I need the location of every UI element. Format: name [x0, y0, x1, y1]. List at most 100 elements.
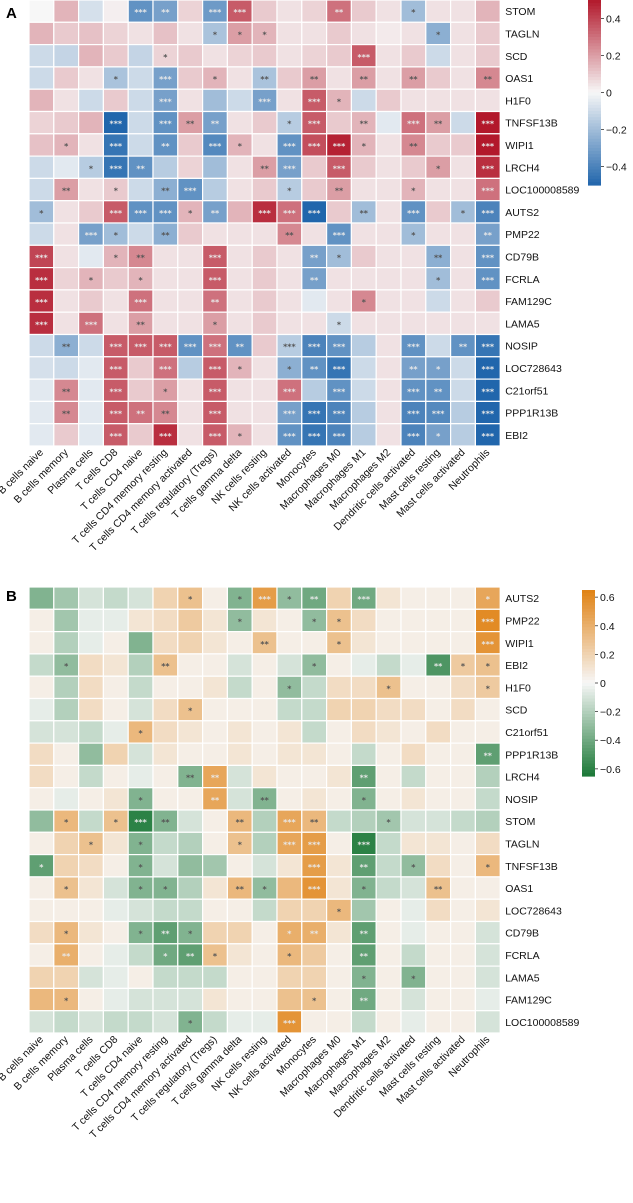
heatmap-cell [202, 965, 229, 989]
significance-mark: * [486, 863, 491, 872]
colorbar-tick-label: −0.2 [600, 707, 621, 719]
heatmap-cell [28, 21, 55, 46]
heatmap-cell [375, 423, 402, 447]
heatmap-cell [400, 289, 427, 313]
heatmap-cell [53, 0, 80, 23]
colorbar-segment [582, 754, 595, 758]
heatmap-cell [425, 853, 452, 878]
heatmap-cell [276, 697, 303, 722]
heatmap-cell [350, 222, 377, 246]
colorbar-segment [588, 175, 601, 180]
heatmap-cell [202, 586, 229, 610]
significance-mark: *** [209, 432, 222, 441]
heatmap-cell [53, 831, 80, 856]
heatmap-cell [425, 43, 452, 68]
significance-mark: * [39, 863, 44, 872]
colorbar-segment [588, 77, 601, 81]
colorbar-segment [582, 686, 595, 690]
heatmap-cell [301, 0, 328, 23]
heatmap-cell [301, 311, 328, 336]
heatmap-cell [375, 987, 402, 1012]
significance-mark: ** [186, 774, 195, 783]
significance-mark: *** [85, 320, 98, 329]
colorbar-segment [582, 633, 595, 638]
significance-mark: ** [459, 343, 468, 352]
heatmap-cell [127, 608, 154, 633]
colorbar-segment [582, 670, 595, 675]
heatmap-cell [450, 630, 477, 655]
colorbar-segment [582, 741, 595, 746]
colorbar-segment [582, 667, 595, 672]
heatmap-cell [226, 311, 253, 336]
row-label: LRCH4 [505, 162, 540, 174]
significance-mark: ** [62, 343, 71, 352]
colorbar-segment [582, 714, 595, 718]
heatmap-cell [450, 742, 477, 766]
significance-mark: * [387, 684, 392, 693]
significance-mark: *** [110, 120, 123, 129]
significance-mark: * [114, 253, 119, 262]
heatmap-cell [177, 898, 204, 923]
heatmap-cell [450, 697, 477, 722]
significance-mark: *** [482, 142, 495, 151]
heatmap-cell [350, 675, 377, 700]
heatmap-cell [425, 608, 452, 633]
heatmap-cell [251, 809, 278, 833]
heatmap-cell [350, 378, 377, 403]
heatmap-cell [450, 21, 477, 46]
heatmap-cell [77, 987, 104, 1012]
heatmap-cell [425, 630, 452, 655]
significance-mark: *** [482, 617, 495, 626]
colorbar-segment [582, 760, 595, 765]
significance-mark: ** [161, 662, 170, 671]
heatmap-cell [425, 1010, 452, 1034]
heatmap-cell [425, 675, 452, 700]
heatmap-cell [425, 720, 452, 744]
heatmap-cell [301, 675, 328, 700]
significance-mark: * [139, 276, 144, 285]
significance-mark: * [163, 952, 168, 961]
significance-mark: * [312, 617, 317, 626]
significance-mark: * [139, 729, 144, 738]
colorbar-segment [588, 98, 601, 103]
heatmap-cell [474, 787, 501, 811]
heatmap-cell [350, 720, 377, 744]
heatmap-cell [400, 898, 427, 923]
significance-mark: *** [110, 387, 123, 396]
heatmap-cell [326, 742, 353, 766]
heatmap-cell [102, 787, 129, 811]
row-label: CD79B [505, 251, 539, 263]
heatmap-cell [28, 333, 55, 358]
colorbar-segment [588, 0, 601, 4]
heatmap-cell [202, 630, 229, 655]
colorbar-segment [582, 745, 595, 749]
heatmap-cell [152, 630, 179, 655]
heatmap-cell [400, 1010, 427, 1034]
significance-mark: *** [482, 410, 495, 419]
heatmap-cell [276, 764, 303, 789]
heatmap-cell [226, 244, 253, 269]
heatmap-cell [350, 653, 377, 677]
colorbar-tick-label: 0 [606, 88, 612, 100]
heatmap-cell [450, 267, 477, 291]
heatmap-cell [474, 43, 501, 68]
significance-mark: *** [209, 410, 222, 419]
heatmap-cell [450, 0, 477, 23]
heatmap-cell [375, 853, 402, 878]
heatmap-cell [202, 720, 229, 744]
heatmap-cell [152, 675, 179, 700]
colorbar-segment [582, 636, 595, 641]
heatmap-cell [77, 675, 104, 700]
heatmap-cell [425, 311, 452, 336]
significance-mark: * [89, 840, 94, 849]
significance-mark: ** [360, 120, 369, 129]
significance-mark: *** [482, 209, 495, 218]
colorbar-segment [582, 642, 595, 647]
heatmap-cell [450, 1010, 477, 1034]
colorbar-segment [588, 83, 601, 87]
significance-mark: * [188, 707, 193, 716]
heatmap-cell [251, 423, 278, 447]
colorbar-segment [588, 141, 601, 146]
significance-mark: ** [161, 231, 170, 240]
colorbar-segment [588, 30, 601, 35]
